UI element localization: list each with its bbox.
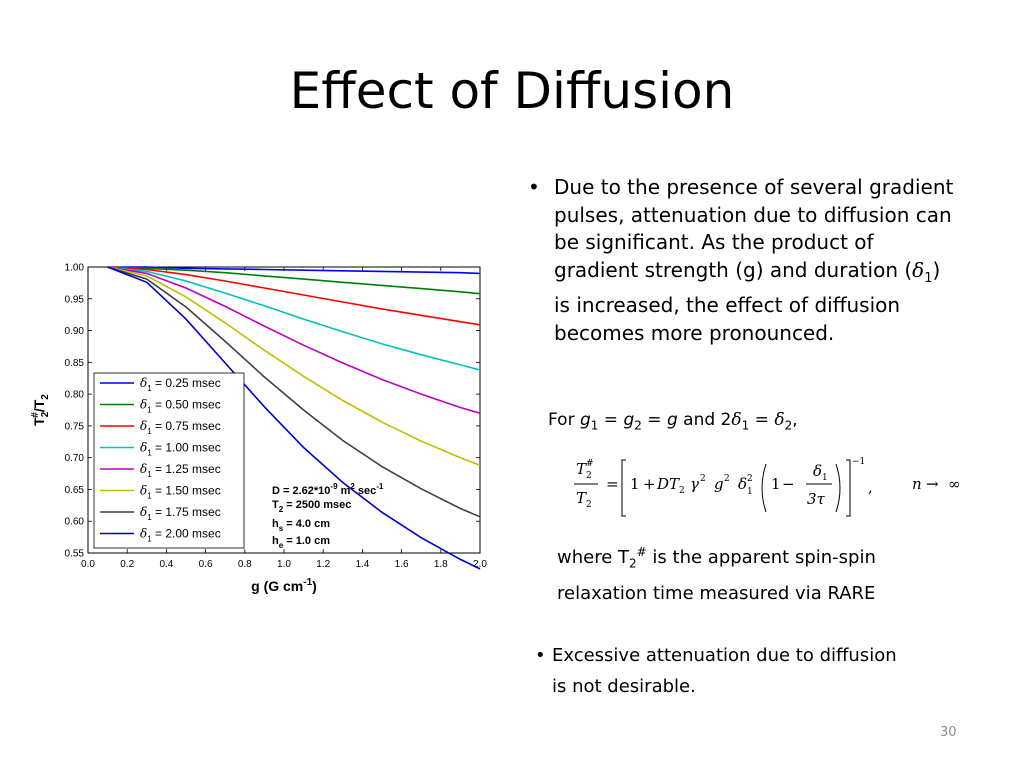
bullet-attenuation: • Excessive attenuation due to diffusion… <box>535 640 995 702</box>
svg-text:1: 1 <box>771 475 781 493</box>
svg-text:T: T <box>669 475 680 493</box>
y-axis-label: T2#/T2 <box>30 394 51 426</box>
y-tick-label: 0.85 <box>65 358 85 369</box>
diffusion-attenuation-chart: 0.550.600.650.700.750.800.850.900.951.00… <box>30 263 487 595</box>
svg-text:2: 2 <box>586 500 592 510</box>
x-tick-label: 0.0 <box>81 559 95 570</box>
svg-text:→: → <box>926 475 939 493</box>
annotation-d: D = 2.62*10-9 m2 sec-1 <box>272 482 384 497</box>
y-tick-label: 0.75 <box>65 421 85 432</box>
legend-label-7: δ1 = 1.75 msec <box>140 505 221 522</box>
series-line-6 <box>107 266 481 467</box>
where-note: where T2# is the apparent spin-spin rela… <box>557 538 977 608</box>
svg-text:2: 2 <box>586 471 592 481</box>
svg-text:T: T <box>576 489 587 507</box>
svg-text:3τ: 3τ <box>807 490 826 508</box>
svg-text:−: − <box>782 475 795 493</box>
x-axis-label: g (G cm-1) <box>251 577 317 594</box>
x-axis: 0.0 0.2 0.4 0.6 0.8 1.0 1.2 1.4 1.6 1.8 2.0 <box>81 267 487 570</box>
svg-text:1: 1 <box>630 475 640 493</box>
x-tick-label: 1.2 <box>316 559 330 570</box>
bullet-line: pulses, attenuation due to diffusion can <box>554 202 952 227</box>
svg-text:δ: δ <box>813 462 822 480</box>
annotation-he: he = 1.0 cm <box>272 535 330 550</box>
series-line-3 <box>107 266 481 326</box>
svg-text:1: 1 <box>822 473 828 483</box>
legend-box <box>93 372 245 549</box>
condition-line: For g1 = g2 = g and 2δ1 = δ2, <box>548 410 798 433</box>
series-line-2 <box>107 266 481 295</box>
svg-text:−1: −1 <box>852 457 865 467</box>
page-number: 30 <box>940 725 957 740</box>
bullet-line: becomes more pronounced. <box>554 320 835 345</box>
legend-label-4: δ1 = 1.00 msec <box>140 441 221 458</box>
series-lines <box>107 266 481 570</box>
x-tick-label: 0.8 <box>238 559 252 570</box>
legend-label-6: δ1 = 1.50 msec <box>140 484 221 501</box>
x-tick-label: 1.0 <box>277 559 291 570</box>
svg-text:1: 1 <box>747 487 753 497</box>
bullet-diffusion: • Due to the presence of several gradien… <box>528 174 1018 347</box>
x-tick-label: 2.0 <box>473 559 487 570</box>
legend-label-3: δ1 = 0.75 msec <box>140 419 221 436</box>
bullet-line: be significant. As the product of <box>554 230 874 254</box>
svg-text:2: 2 <box>700 474 706 484</box>
bullet-line: is not desirable. <box>552 676 696 697</box>
legend: δ1 = 0.25 msec δ1 = 0.50 msec δ1 = 0.75 ms… <box>100 376 221 544</box>
where-line-1: where T2# is the apparent spin-spin <box>557 545 876 571</box>
annotation-hs: hs = 4.0 cm <box>272 518 330 533</box>
svg-text:,: , <box>868 478 873 496</box>
svg-text:#: # <box>586 459 594 469</box>
bullet-text: Excessive attenuation due to diffusion i… <box>552 640 995 702</box>
y-tick-label: 0.90 <box>65 326 85 337</box>
bullet-text: Due to the presence of several gradient … <box>554 174 1018 347</box>
y-tick-label: 0.80 <box>65 390 85 401</box>
x-tick-label: 0.6 <box>199 559 213 570</box>
legend-label-8: δ1 = 2.00 msec <box>140 527 221 544</box>
svg-text:2: 2 <box>747 474 753 484</box>
svg-text:δ: δ <box>738 475 747 493</box>
y-tick-label: 0.65 <box>65 485 85 496</box>
y-tick-label: 0.95 <box>65 294 85 305</box>
attenuation-equation: T # 2 T 2 = 1 + D T 2 γ 2 g 2 δ 2 1 1 − … <box>574 457 961 517</box>
series-line-4 <box>107 266 481 371</box>
bullet-line: Due to the presence of several gradient <box>554 175 954 199</box>
bullet-marker: • <box>528 175 540 199</box>
x-tick-label: 0.4 <box>159 559 173 570</box>
svg-text:∞: ∞ <box>948 475 961 493</box>
svg-text:+: + <box>643 475 656 493</box>
legend-label-2: δ1 = 0.50 msec <box>140 398 221 415</box>
y-axis: 0.55 0.60 0.65 0.70 0.75 0.80 0.85 0.90 0.95 1.00 <box>65 263 480 560</box>
series-line-8 <box>107 266 481 570</box>
svg-text:D: D <box>656 475 669 493</box>
svg-text:g: g <box>714 475 724 493</box>
y-tick-label: 0.55 <box>65 549 85 560</box>
legend-label-1: δ1 = 0.25 msec <box>140 376 221 393</box>
svg-text:γ: γ <box>690 475 699 493</box>
parameter-annotations: D = 2.62*10-9 m2 sec-1 T2 = 2500 msec hs… <box>272 482 384 550</box>
bullet-line: Excessive attenuation due to diffusion <box>552 645 897 666</box>
bullet-line: gradient strength (g) and duration (δ1) <box>554 257 941 286</box>
x-tick-label: 1.8 <box>434 559 448 570</box>
svg-text:2: 2 <box>724 474 730 484</box>
svg-text:=: = <box>606 475 619 493</box>
y-tick-label: 0.70 <box>65 453 85 464</box>
series-line-5 <box>107 266 481 414</box>
x-tick-label: 1.6 <box>395 559 409 570</box>
svg-text:2: 2 <box>679 486 685 496</box>
y-tick-label: 1.00 <box>65 263 85 274</box>
legend-label-5: δ1 = 1.25 msec <box>140 462 221 479</box>
series-line-7 <box>107 266 481 518</box>
slide-title: Effect of Diffusion <box>289 62 735 120</box>
bullet-marker: • <box>535 645 546 666</box>
svg-text:n: n <box>912 475 922 493</box>
series-line-1 <box>107 266 481 275</box>
svg-text:T: T <box>576 460 587 478</box>
annotation-t2: T2 = 2500 msec <box>272 499 351 514</box>
where-line-2: relaxation time measured via RARE <box>557 582 876 604</box>
bullet-line: is increased, the effect of diffusion <box>554 293 901 317</box>
x-tick-label: 0.2 <box>120 559 134 570</box>
y-tick-label: 0.60 <box>65 517 85 528</box>
x-tick-label: 1.4 <box>355 559 369 570</box>
